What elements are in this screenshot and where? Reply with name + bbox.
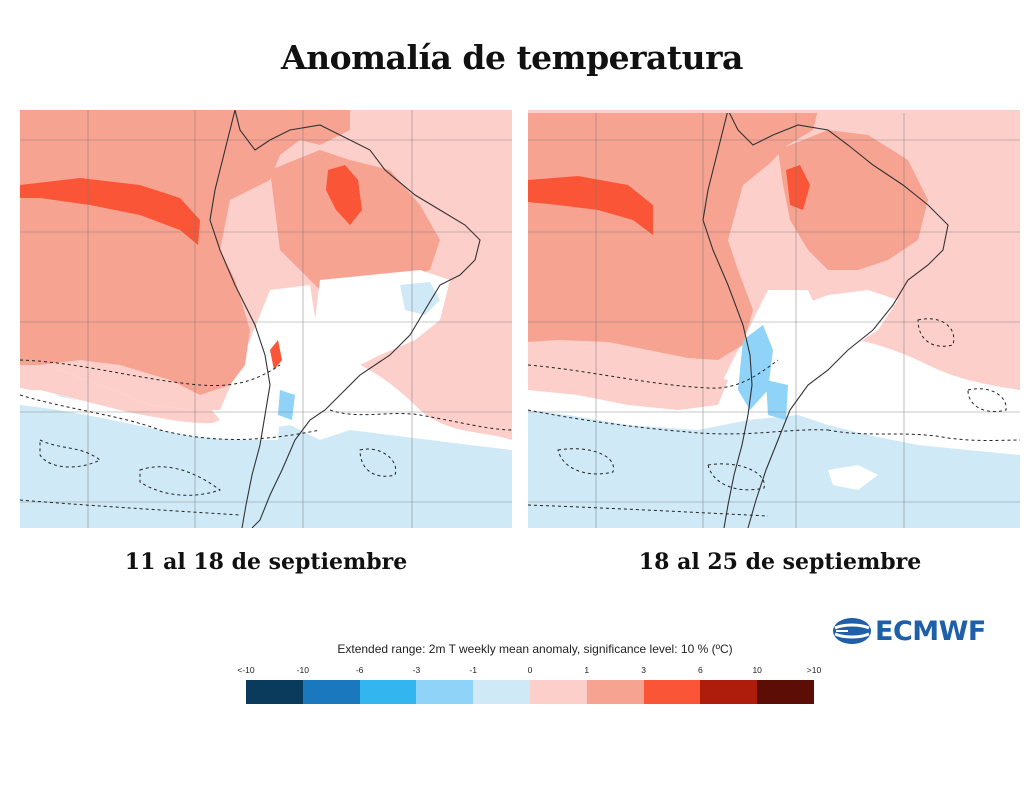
legend-swatch [246,680,303,704]
legend-color-bar [246,680,814,704]
legend-swatch [529,680,587,704]
legend-tick-label: 1 [584,665,590,675]
legend-swatch [700,680,758,704]
legend-tick-label: -1 [469,665,477,675]
legend-swatch [757,680,814,704]
legend-tick-label: 3 [641,665,646,675]
legend-tick-label: -6 [355,665,364,675]
legend-swatch [302,680,360,704]
legend-tick-label: 0 [527,665,533,675]
legend-tick-label: 10 [752,665,762,675]
ecmwf-logo-icon [833,618,871,644]
legend-swatch [473,680,530,704]
legend-swatch [359,680,417,704]
legend-title: Extended range: 2m T weekly mean anomaly… [337,642,733,656]
color-scale-legend: Extended range: 2m T weekly mean anomaly… [237,642,821,704]
legend-tick-label: <-10 [237,665,255,675]
legend-swatch [643,680,701,704]
legend-tick-label: 6 [698,665,703,675]
anomaly-map-week2 [528,110,1020,528]
period-label-week2: 18 al 25 de septiembre [638,549,922,575]
legend-tick-label: >10 [806,665,822,675]
period-label-week1: 11 al 18 de septiembre [124,549,408,575]
ecmwf-logo: ECMWF [832,615,986,647]
legend-swatch [416,680,474,704]
anomaly-map-week1-graphic [20,110,512,528]
legend-tick-label: -10 [296,665,309,675]
legend-tick-label: -3 [412,665,421,675]
page-title: Anomalía de temperatura [281,38,743,77]
anomaly-map-week1 [20,110,512,528]
anomaly-map-week2-graphic [528,110,1020,528]
legend-tick-row: <-10 -10 -6 -3 -1 0 1 3 6 10 >10 [237,665,821,677]
ecmwf-logo-text: ECMWF [875,615,986,647]
legend-swatch [586,680,644,704]
